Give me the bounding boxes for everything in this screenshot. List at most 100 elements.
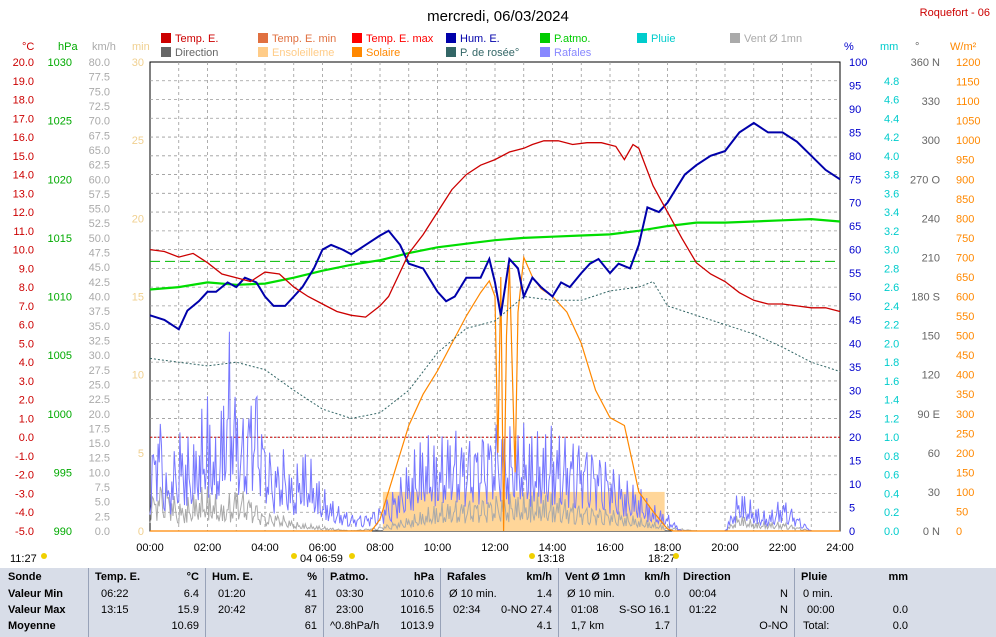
solar-axis-tick: 400 [956, 370, 974, 382]
direction-axis-tick: 360 N [911, 57, 940, 69]
rain-axis-tick: 4.4 [884, 113, 899, 125]
humidity-axis-tick: 5 [849, 503, 855, 515]
press-block: P.atmo. hPa 03:30 1010.6 23:00 1016.5 ^0… [323, 568, 440, 637]
temp-axis-tick: 3.0 [19, 376, 34, 388]
humidity-axis-tick: 70 [849, 198, 861, 210]
temp-max-time: 13:15 [101, 604, 129, 616]
rain-axis-tick: 0.6 [884, 470, 899, 482]
humidity-axis-tick: 85 [849, 127, 861, 139]
legend-label: Temp. E. min [272, 33, 336, 45]
wind-max-dir: S-SO [619, 604, 646, 616]
wind-axis-tick: 55.0 [89, 204, 110, 216]
temp-axis-tick: 0.0 [19, 432, 34, 444]
temp-axis-tick: 4.0 [19, 357, 34, 369]
dir-min-time: 00:04 [689, 588, 717, 600]
solar-axis-tick: 1000 [956, 135, 980, 147]
dir-max-time: 01:22 [689, 604, 717, 616]
sun-marker [673, 553, 679, 559]
humidity-axis-tick: 35 [849, 362, 861, 374]
rain-axis-tick: 1.2 [884, 413, 899, 425]
direction-axis-tick: 30 [928, 487, 940, 499]
sun-marker [349, 553, 355, 559]
wind-axis-tick: 77.5 [89, 72, 110, 84]
legend-label: P.atmo. [554, 33, 591, 45]
x-tick-label: 24:00 [826, 542, 854, 554]
x-tick-label: 08:00 [366, 542, 394, 554]
solar-axis-tick: 950 [956, 155, 974, 167]
pressure-axis-tick: 1010 [48, 292, 72, 304]
solar-axis-tick: 1200 [956, 57, 980, 69]
press-min-value: 1010.6 [400, 588, 434, 600]
row-label-max: Valeur Max [8, 604, 66, 616]
direction-axis-tick: 300 [922, 135, 940, 147]
wind-axis-tick: 57.5 [89, 189, 110, 201]
legend-swatch [540, 47, 550, 57]
x-tick-label: 12:00 [481, 542, 509, 554]
x-tick-label: 16:00 [596, 542, 624, 554]
temp-axis-tick: 13.0 [13, 188, 34, 200]
wind-axis-tick: 37.5 [89, 306, 110, 318]
humidity-axis-tick: 15 [849, 456, 861, 468]
wind-axis-tick: 62.5 [89, 160, 110, 172]
rain-axis-tick: 2.6 [884, 282, 899, 294]
solar-axis-tick: 1150 [956, 77, 980, 89]
temp-unit-label: °C [22, 41, 34, 53]
solar-axis-tick: 150 [956, 467, 974, 479]
rain-axis-tick: 2.8 [884, 263, 899, 275]
press-trend: ^0.8hPa/h [330, 620, 380, 632]
wind-axis-tick: 10.0 [89, 467, 110, 479]
wind-avg-value: 1.7 [654, 620, 670, 632]
solar-axis-tick: 700 [956, 252, 974, 264]
temp-axis-tick: 17.0 [13, 113, 34, 125]
legend-swatch [161, 33, 171, 43]
solar-axis-tick: 750 [956, 233, 974, 245]
x-tick-label: 02:00 [194, 542, 222, 554]
wind-axis-tick: 30.0 [89, 350, 110, 362]
press-max-value: 1016.5 [400, 604, 434, 616]
rain-axis-tick: 0.2 [884, 507, 899, 519]
rain-axis-tick: 3.4 [884, 207, 899, 219]
gust-block: Rafales km/h Ø 10 min. 1.4 02:34 0-NO 27… [440, 568, 558, 637]
direction-unit-label: ° [915, 41, 919, 53]
solar-axis-tick: 0 [956, 526, 962, 538]
row-label-sonde: Sonde [8, 571, 42, 583]
gust-min-label: Ø 10 min. [449, 588, 497, 600]
humidity-axis-tick: 90 [849, 104, 861, 116]
station-label: Roquefort - 06 [920, 7, 990, 19]
noon-label: 13:18 [537, 553, 565, 565]
summary-table: Sonde Valeur Min Valeur Max Moyenne Temp… [0, 568, 996, 637]
weather-chart: -5.0 -4.0 -3.0 -2.0 -1.0 0.0 1.0 2.0 3.0 4.0 5.0 6.… [10, 7, 990, 565]
legend-swatch [258, 33, 268, 43]
rain-unit: mm [888, 571, 908, 583]
solar-axis-tick: 300 [956, 409, 974, 421]
humidity-axis-tick: 100 [849, 57, 867, 69]
wind-min-label: Ø 10 min. [567, 588, 615, 600]
solar-series [150, 255, 840, 532]
legend-swatch [352, 47, 362, 57]
x-tick-label: 14:00 [539, 542, 567, 554]
wind-axis-tick: 0.0 [95, 526, 110, 538]
gust-max-value: 27.4 [530, 604, 552, 616]
rain-block: Pluie mm 0 min. 00:00 0.0 Total: 0.0 [794, 568, 916, 637]
humidity-axis-tick: 80 [849, 151, 861, 163]
pressure-axis-tick: 990 [54, 526, 72, 538]
humidity-axis-tick: 95 [849, 80, 861, 92]
wind-header: Vent Ø 1mn [565, 571, 626, 583]
row-label-avg: Moyenne [8, 620, 56, 632]
press-min-time: 03:30 [336, 588, 364, 600]
humidity-unit-label: % [844, 41, 854, 53]
temp-axis-tick: 7.0 [19, 301, 34, 313]
wind-unit-label: km/h [92, 41, 116, 53]
rain-axis-tick: 3.0 [884, 245, 899, 257]
temp-axis-tick: 1.0 [19, 413, 34, 425]
wind-axis-tick: 20.0 [89, 409, 110, 421]
press-header: P.atmo. [330, 571, 369, 583]
press-avg-value: 1013.9 [400, 620, 434, 632]
rain-axis-tick: 2.2 [884, 320, 899, 332]
solar-axis-tick: 100 [956, 487, 974, 499]
hum-header: Hum. E. [212, 571, 253, 583]
pressure-axis-tick: 1015 [48, 233, 72, 245]
gust-max-time: 02:34 [453, 604, 481, 616]
temp-axis-tick: -2.0 [15, 470, 34, 482]
temp-avg-value: 10.69 [171, 620, 199, 632]
